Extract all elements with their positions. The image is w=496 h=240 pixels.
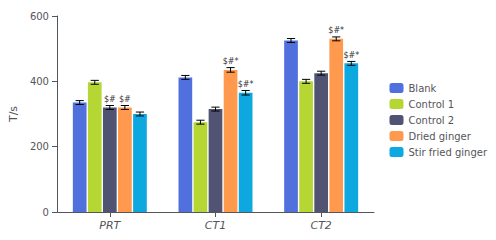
- svg-text:600: 600: [30, 11, 49, 22]
- svg-text:$#*: $#*: [328, 26, 344, 35]
- svg-text:0: 0: [43, 207, 49, 218]
- svg-text:Stir fried ginger: Stir fried ginger: [408, 147, 487, 158]
- svg-text:T/s: T/s: [7, 106, 20, 123]
- svg-text:$#: $#: [104, 95, 116, 104]
- svg-text:400: 400: [30, 76, 49, 87]
- svg-text:$#: $#: [119, 95, 131, 104]
- svg-text:Control 1: Control 1: [408, 99, 454, 110]
- svg-text:Blank: Blank: [408, 83, 436, 94]
- svg-text:$#*: $#*: [223, 57, 239, 66]
- svg-text:$#*: $#*: [238, 80, 254, 89]
- svg-text:PRT: PRT: [99, 219, 121, 232]
- svg-text:CT2: CT2: [310, 219, 331, 232]
- svg-text:CT1: CT1: [205, 219, 226, 232]
- svg-text:$#*: $#*: [343, 51, 359, 60]
- svg-text:Control 2: Control 2: [408, 115, 454, 126]
- svg-text:200: 200: [30, 141, 49, 152]
- svg-text:Dried ginger: Dried ginger: [408, 131, 471, 142]
